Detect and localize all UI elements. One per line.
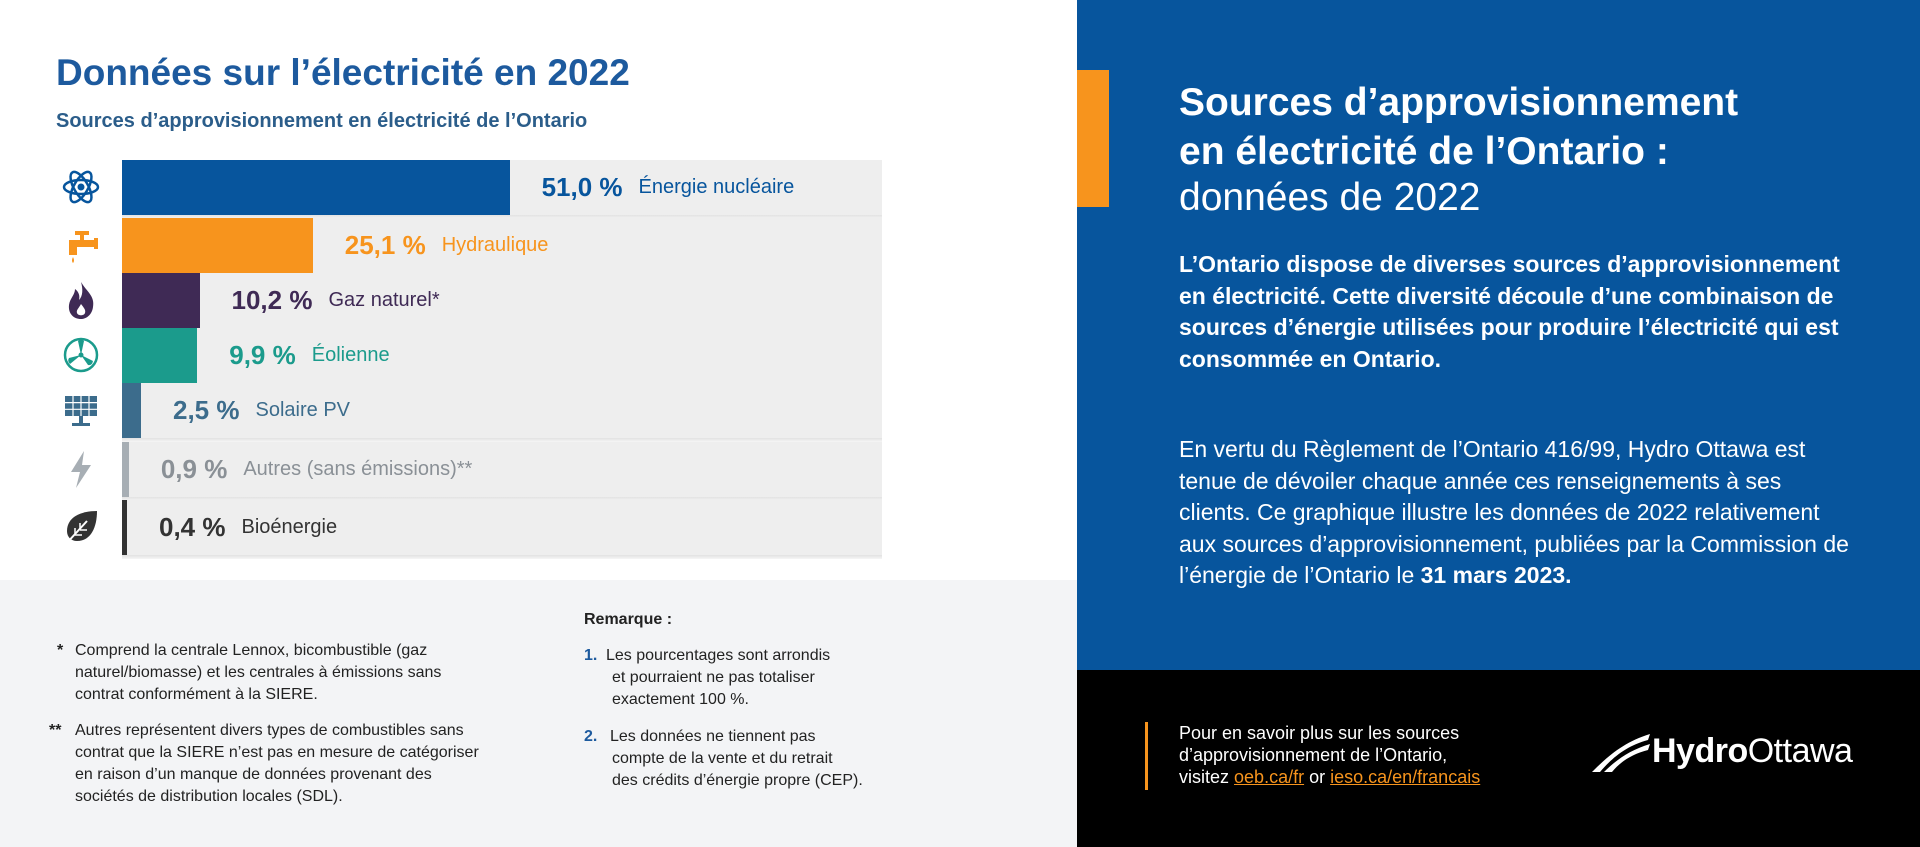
logo-wordmark-regular: Ottawa xyxy=(1747,731,1853,770)
bar-chart: 51,0 % Énergie nucléaire 25,1 % Hydraulique… xyxy=(0,0,1077,580)
remark-title: Remarque : xyxy=(584,611,673,628)
bar-gaz-naturel xyxy=(122,273,200,328)
accent-bar xyxy=(1077,70,1109,207)
footnote-star-mark: * xyxy=(57,642,64,659)
solar-panel-icon xyxy=(58,387,104,433)
bar-value-label: 9,9 % xyxy=(229,340,296,370)
info-title-line: en électricité de l’Ontario : xyxy=(1179,130,1669,173)
bar-category-label: Bioénergie xyxy=(241,516,338,538)
remark-line: et pourraient ne pas totaliser xyxy=(612,669,815,686)
bar-track-autres xyxy=(122,442,882,497)
footnote-double-star-line: contrat que la SIERE n’est pas en mesure… xyxy=(75,744,479,761)
bar-value-label: 51,0 % xyxy=(541,172,623,202)
bar-nucleaire xyxy=(122,160,510,215)
hydro-ottawa-logo: HydroOttawa xyxy=(1590,728,1853,774)
footnote-star-line: Comprend la centrale Lennox, bicombustib… xyxy=(75,642,428,659)
bar-track-shadow xyxy=(122,497,882,501)
footnote-double-star-text: Autres représentent divers types de comb… xyxy=(75,720,479,808)
info-panel xyxy=(1077,0,1920,670)
footer-line: Pour en savoir plus sur les sources xyxy=(1179,723,1460,743)
footnote-double-star-mark: ** xyxy=(49,722,62,739)
remark-1-number: 1. xyxy=(584,647,598,664)
remark-2-text: Les données ne tiennent pas compte de la… xyxy=(610,726,863,792)
bar-bioenergie xyxy=(122,500,127,555)
bar-solaire-pv xyxy=(122,383,141,438)
info-lead-paragraph: L’Ontario dispose de diverses sources d’… xyxy=(1179,251,1840,372)
oeb-link[interactable]: oeb.ca/fr xyxy=(1234,767,1305,787)
footer-line: d’approvisionnement de l’Ontario, xyxy=(1179,745,1448,765)
logo-swoosh-icon xyxy=(1592,734,1650,772)
bar-category-label: Éolienne xyxy=(311,344,390,366)
footnote-star-text: Comprend la centrale Lennox, bicombustib… xyxy=(75,640,441,706)
remark-line: des crédits d’énergie propre (CEP). xyxy=(612,772,863,789)
bar-hydraulique xyxy=(122,218,313,273)
info-title: Sources d’approvisionnement en électrici… xyxy=(1179,78,1738,176)
wind-turbine-icon xyxy=(58,332,104,378)
bar-value-label: 10,2 % xyxy=(231,285,313,315)
bar-label-eolienne: 9,9 % Éolienne xyxy=(229,328,389,383)
bar-label-gaz-naturel: 10,2 % Gaz naturel* xyxy=(232,273,440,328)
atom-icon xyxy=(58,164,104,210)
flame-icon xyxy=(58,277,104,323)
footer-text: Pour en savoir plus sur les sources d’ap… xyxy=(1179,722,1480,788)
lightning-icon xyxy=(58,446,104,492)
bar-value-label: 0,4 % xyxy=(159,512,226,542)
bar-track-shadow xyxy=(122,438,882,442)
bar-value-label: 25,1 % xyxy=(344,230,426,260)
bar-track-shadow xyxy=(122,555,882,559)
bar-autres xyxy=(122,442,129,497)
bar-category-label: Gaz naturel* xyxy=(328,289,440,311)
footnote-star-line: contrat conformément à la SIERE. xyxy=(75,686,318,703)
bar-category-label: Autres (sans émissions)** xyxy=(243,458,473,480)
bar-category-label: Hydraulique xyxy=(441,234,549,256)
remark-1-text: Les pourcentages sont arrondis et pourra… xyxy=(606,645,830,711)
bar-track-bioenergie xyxy=(122,500,882,555)
bar-label-bioenergie: 0,4 % Bioénergie xyxy=(159,500,337,555)
footer-visit-label: visitez xyxy=(1179,767,1230,787)
remark-line: compte de la vente et du retrait xyxy=(612,750,833,767)
bar-category-label: Énergie nucléaire xyxy=(638,176,795,198)
info-body-paragraph: En vertu du Règlement de l’Ontario 416/9… xyxy=(1179,434,1859,592)
footer-or: or xyxy=(1309,767,1326,787)
remark-line: Les pourcentages sont arrondis xyxy=(606,647,831,664)
footer xyxy=(1077,670,1920,847)
logo-wordmark-bold: Hydro xyxy=(1652,731,1748,770)
bar-value-label: 2,5 % xyxy=(173,395,240,425)
bar-track-eolienne xyxy=(122,328,882,383)
bar-eolienne xyxy=(122,328,198,383)
faucet-icon xyxy=(58,222,104,268)
remark-2-number: 2. xyxy=(584,728,598,745)
bar-track-shadow xyxy=(122,215,882,219)
page-title: Données sur l’électricité en 2022 xyxy=(56,52,630,93)
bar-value-label: 0,9 % xyxy=(160,454,228,484)
info-body-text: En vertu du Règlement de l’Ontario 416/9… xyxy=(1179,436,1849,588)
footnote-star-line: naturel/biomasse) et les centrales à émi… xyxy=(75,664,442,681)
footnote-double-star-line: Autres représentent divers types de comb… xyxy=(75,722,464,739)
remark-line: exactement 100 %. xyxy=(612,691,749,708)
footnotes-panel xyxy=(0,580,1077,847)
info-body-date: 31 mars 2023. xyxy=(1420,562,1572,588)
bar-track-solaire-pv xyxy=(122,383,882,438)
info-title-year: données de 2022 xyxy=(1179,176,1481,219)
bar-label-autres: 0,9 % Autres (sans émissions)** xyxy=(161,442,472,497)
bar-category-label: Solaire PV xyxy=(255,399,351,421)
footer-accent-bar xyxy=(1145,722,1148,790)
bar-label-hydraulique: 25,1 % Hydraulique xyxy=(345,218,549,273)
bar-label-solaire-pv: 2,5 % Solaire PV xyxy=(173,383,350,438)
leaf-icon xyxy=(58,504,104,550)
footnote-double-star-line: en raison d’un manque de données provena… xyxy=(75,766,432,783)
bar-label-nucleaire: 51,0 % Énergie nucléaire xyxy=(542,160,795,215)
remark-line: Les données ne tiennent pas xyxy=(610,728,816,745)
info-title-line: Sources d’approvisionnement xyxy=(1179,81,1739,124)
footnote-double-star-line: sociétés de distribution locales (SDL). xyxy=(75,788,343,805)
ieso-link[interactable]: ieso.ca/en/francais xyxy=(1330,767,1481,787)
logo-wordmark: HydroOttawa xyxy=(1652,731,1853,771)
page-subtitle: Sources d’approvisionnement en électrici… xyxy=(56,110,588,132)
bar-track-gaz-naturel xyxy=(122,273,882,328)
